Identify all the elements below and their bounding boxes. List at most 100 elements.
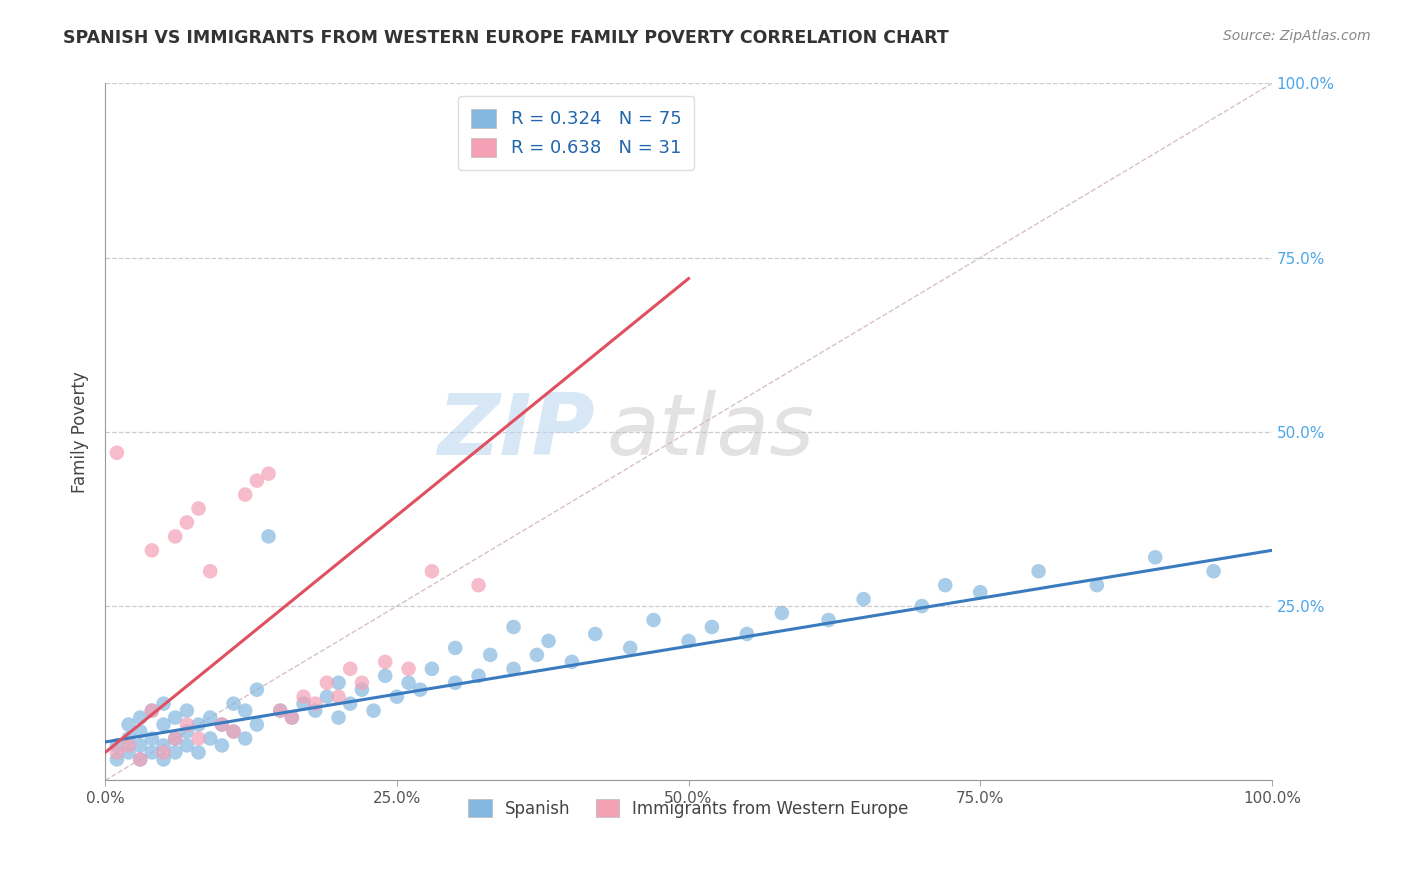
Point (339, 697, 361, 711)
Point (328, 710, 350, 724)
Point (281, 710, 304, 724)
Point (152, 746, 174, 760)
Point (152, 717, 174, 731)
Point (176, 516, 198, 530)
Point (152, 739, 174, 753)
Point (444, 640, 467, 655)
Point (117, 717, 139, 731)
Point (502, 620, 524, 634)
Point (152, 752, 174, 766)
Point (420, 564, 443, 578)
Point (165, 529, 187, 543)
Point (315, 690, 337, 704)
Point (165, 746, 187, 760)
Point (233, 731, 256, 746)
Point (467, 669, 489, 683)
Point (105, 739, 128, 753)
Point (246, 717, 269, 731)
Point (1085, 578, 1108, 592)
Point (328, 690, 350, 704)
Point (200, 564, 222, 578)
Text: SPANISH VS IMMIGRANTS FROM WESTERN EUROPE FAMILY POVERTY CORRELATION CHART: SPANISH VS IMMIGRANTS FROM WESTERN EUROP… (63, 29, 949, 47)
Point (817, 613, 839, 627)
Point (328, 675, 350, 690)
Point (339, 662, 361, 676)
Point (479, 648, 502, 662)
Point (187, 731, 209, 746)
Point (165, 731, 187, 746)
Point (770, 606, 793, 620)
Point (257, 467, 280, 481)
Point (561, 655, 583, 669)
Point (129, 752, 152, 766)
Point (583, 627, 606, 641)
Point (176, 739, 198, 753)
Point (176, 704, 198, 718)
Point (211, 739, 233, 753)
Point (222, 697, 245, 711)
Point (117, 739, 139, 753)
Point (467, 578, 489, 592)
Point (292, 697, 315, 711)
Point (281, 710, 304, 724)
Point (200, 731, 222, 746)
Point (526, 648, 548, 662)
Point (409, 682, 432, 697)
Point (105, 446, 128, 460)
Point (129, 739, 152, 753)
Point (398, 675, 420, 690)
Point (141, 704, 163, 718)
Point (176, 724, 198, 739)
Point (269, 704, 291, 718)
Point (911, 599, 934, 613)
Point (141, 704, 163, 718)
Point (420, 662, 443, 676)
Point (129, 752, 152, 766)
Point (852, 592, 875, 607)
Point (304, 697, 326, 711)
Point (187, 746, 209, 760)
Point (643, 613, 665, 627)
Point (141, 731, 163, 746)
Text: Source: ZipAtlas.com: Source: ZipAtlas.com (1223, 29, 1371, 44)
Point (315, 675, 337, 690)
Point (141, 543, 163, 558)
Point (537, 634, 560, 648)
Point (304, 704, 326, 718)
Point (222, 724, 245, 739)
Point (269, 704, 291, 718)
Point (700, 620, 723, 634)
Point (246, 474, 269, 488)
Point (129, 710, 152, 724)
Point (152, 697, 174, 711)
Point (292, 690, 315, 704)
Y-axis label: Family Poverty: Family Poverty (72, 371, 89, 492)
Point (363, 704, 385, 718)
Point (233, 704, 256, 718)
Point (678, 634, 700, 648)
Point (200, 710, 222, 724)
Point (735, 627, 758, 641)
Point (117, 746, 139, 760)
Point (187, 717, 209, 731)
Point (257, 529, 280, 543)
Point (1202, 564, 1225, 578)
Point (502, 662, 524, 676)
Point (444, 675, 467, 690)
Point (129, 724, 152, 739)
Point (374, 655, 396, 669)
Point (385, 690, 408, 704)
Point (233, 487, 256, 501)
Point (398, 662, 420, 676)
Point (117, 731, 139, 746)
Point (374, 669, 396, 683)
Point (187, 501, 209, 516)
Point (211, 717, 233, 731)
Point (105, 752, 128, 766)
Point (619, 640, 641, 655)
Point (1028, 564, 1050, 578)
Text: ZIP: ZIP (437, 391, 595, 474)
Point (211, 717, 233, 731)
Point (1144, 550, 1167, 565)
Point (165, 710, 187, 724)
